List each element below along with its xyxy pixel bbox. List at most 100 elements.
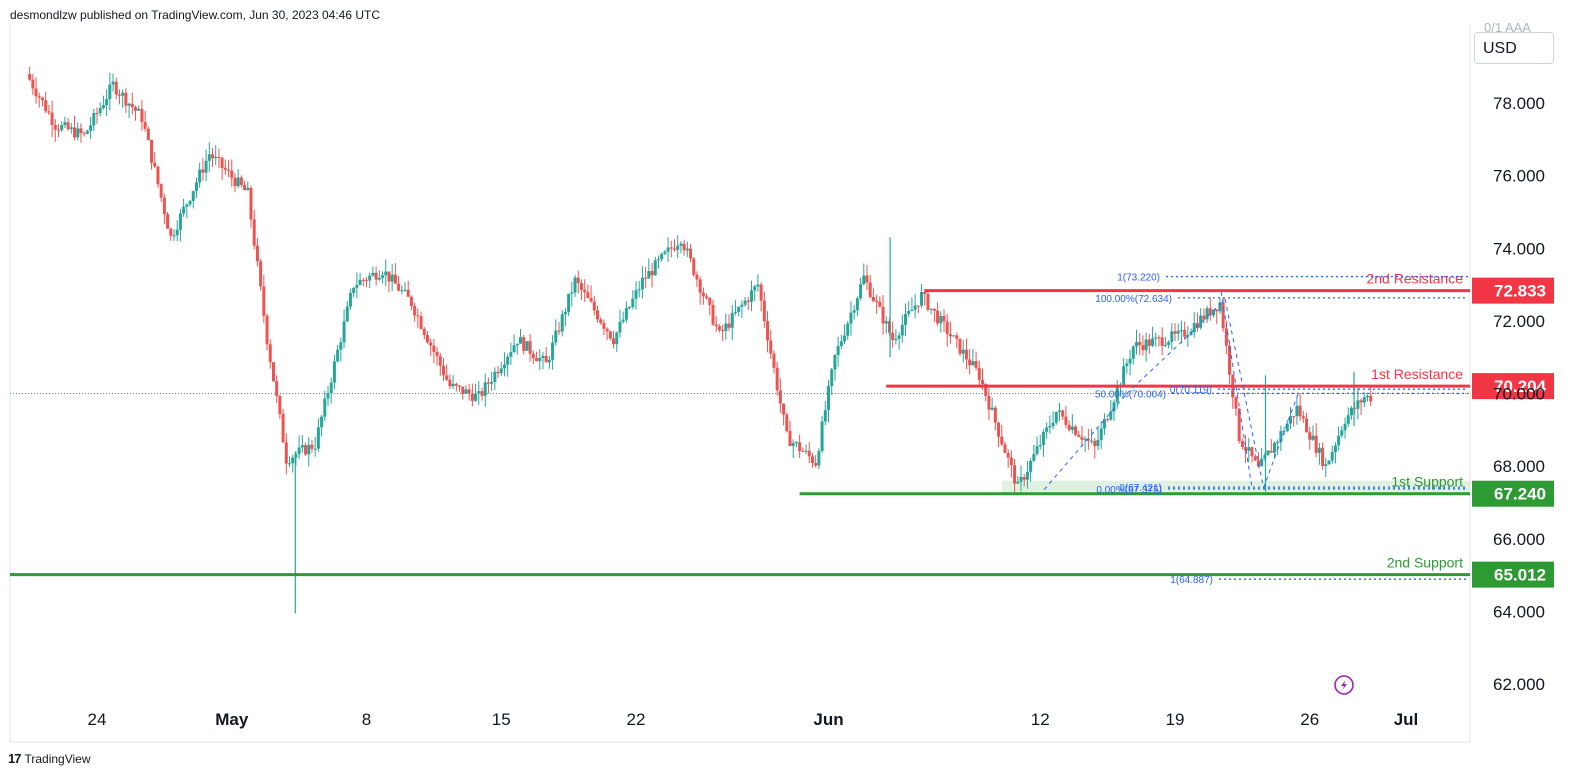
candle-body bbox=[134, 107, 137, 111]
candle-body bbox=[66, 122, 70, 130]
y-tick-label: 68.000 bbox=[1493, 457, 1545, 476]
x-tick-label: 19 bbox=[1166, 710, 1185, 729]
candle-body bbox=[1112, 402, 1116, 412]
candle-body bbox=[1115, 386, 1119, 403]
candle-body bbox=[586, 292, 590, 298]
candle-body bbox=[445, 375, 449, 380]
lightning-circle-icon[interactable] bbox=[1334, 675, 1354, 695]
candle-body bbox=[76, 128, 80, 138]
candle-body bbox=[1045, 427, 1049, 432]
candle-body bbox=[904, 314, 907, 325]
candle-body bbox=[393, 274, 397, 284]
currency-selector[interactable]: USD bbox=[1474, 32, 1554, 64]
candle-body bbox=[833, 354, 837, 370]
candle-body bbox=[111, 81, 115, 85]
candle-body bbox=[1228, 345, 1232, 375]
candle-body bbox=[44, 100, 48, 112]
candle-body bbox=[637, 289, 641, 291]
candle-body bbox=[1279, 431, 1283, 442]
candle-body bbox=[371, 272, 375, 276]
candle-body bbox=[121, 92, 125, 96]
fib-level-label: 1(73.220) bbox=[1117, 273, 1160, 284]
candle-body bbox=[69, 127, 73, 130]
candle-body bbox=[390, 274, 394, 282]
candle-body bbox=[823, 410, 827, 422]
candle-body bbox=[60, 125, 64, 130]
candle-body bbox=[910, 309, 914, 311]
candle-body bbox=[936, 310, 940, 324]
candle-body bbox=[178, 213, 182, 230]
candle-body bbox=[554, 330, 558, 343]
candle-body bbox=[1337, 435, 1341, 446]
candle-body bbox=[1263, 455, 1267, 459]
candle-body bbox=[987, 395, 991, 410]
candle-body bbox=[634, 290, 638, 299]
fib-level-label: 100.00%(72.634) bbox=[1095, 294, 1172, 305]
pattern-line bbox=[1220, 291, 1253, 488]
candle-body bbox=[1051, 422, 1055, 427]
pattern-line bbox=[1184, 298, 1226, 340]
candle-body bbox=[798, 442, 802, 452]
x-tick-label: May bbox=[215, 710, 249, 729]
candle-body bbox=[788, 431, 792, 447]
candle-body bbox=[862, 275, 866, 285]
candle-body bbox=[1013, 465, 1017, 484]
candle-body bbox=[544, 355, 548, 363]
candle-body bbox=[1301, 416, 1305, 419]
candle-body bbox=[1077, 434, 1081, 437]
candle-body bbox=[403, 289, 407, 291]
candle-body bbox=[525, 341, 529, 351]
x-tick-label: 15 bbox=[492, 710, 511, 729]
candle-body bbox=[252, 219, 256, 246]
candle-body bbox=[169, 228, 173, 236]
candle-body bbox=[538, 357, 542, 362]
candle-body bbox=[689, 248, 693, 259]
candle-body bbox=[557, 330, 561, 332]
candle-body bbox=[1086, 438, 1090, 441]
y-tick-label: 62.000 bbox=[1493, 675, 1545, 694]
candle-body bbox=[194, 182, 198, 192]
candle-body bbox=[541, 355, 545, 358]
candle-body bbox=[855, 298, 859, 311]
candle-body bbox=[663, 251, 667, 254]
candle-body bbox=[339, 342, 343, 350]
candle-body bbox=[1240, 441, 1244, 447]
candle-body bbox=[974, 361, 978, 368]
candle-body bbox=[679, 243, 683, 246]
candle-body bbox=[95, 112, 99, 114]
candle-body bbox=[592, 301, 596, 311]
candle-body bbox=[1234, 397, 1238, 409]
candle-body bbox=[1333, 445, 1337, 452]
candle-body bbox=[1041, 431, 1045, 445]
candle-body bbox=[1305, 418, 1309, 433]
candle-body bbox=[531, 353, 535, 358]
candle-body bbox=[146, 128, 150, 140]
candle-body bbox=[377, 277, 381, 280]
1st-resistance-label: 1st Resistance bbox=[1371, 366, 1463, 382]
candle-body bbox=[891, 332, 895, 340]
candle-body bbox=[483, 382, 487, 396]
candle-body bbox=[1202, 315, 1206, 320]
candle-body bbox=[397, 283, 401, 291]
candle-body bbox=[454, 383, 458, 386]
candle-body bbox=[1224, 328, 1228, 346]
candle-body bbox=[695, 274, 699, 280]
pattern-line bbox=[1263, 393, 1299, 489]
candle-body bbox=[188, 200, 192, 205]
candle-body bbox=[772, 353, 776, 368]
candle-body bbox=[1256, 460, 1260, 467]
candle-body bbox=[1032, 454, 1036, 461]
candle-body bbox=[137, 108, 141, 111]
candle-body bbox=[156, 166, 160, 185]
tradingview-brand[interactable]: 17 TradingView bbox=[8, 751, 91, 766]
candle-body bbox=[1324, 464, 1328, 466]
candle-body bbox=[766, 321, 770, 341]
candle-body bbox=[50, 112, 54, 125]
candle-body bbox=[358, 279, 362, 285]
candle-body bbox=[1131, 346, 1135, 359]
candle-body bbox=[467, 389, 471, 394]
candle-body bbox=[1160, 337, 1164, 346]
candle-body bbox=[182, 206, 186, 214]
candle-body bbox=[400, 290, 404, 292]
